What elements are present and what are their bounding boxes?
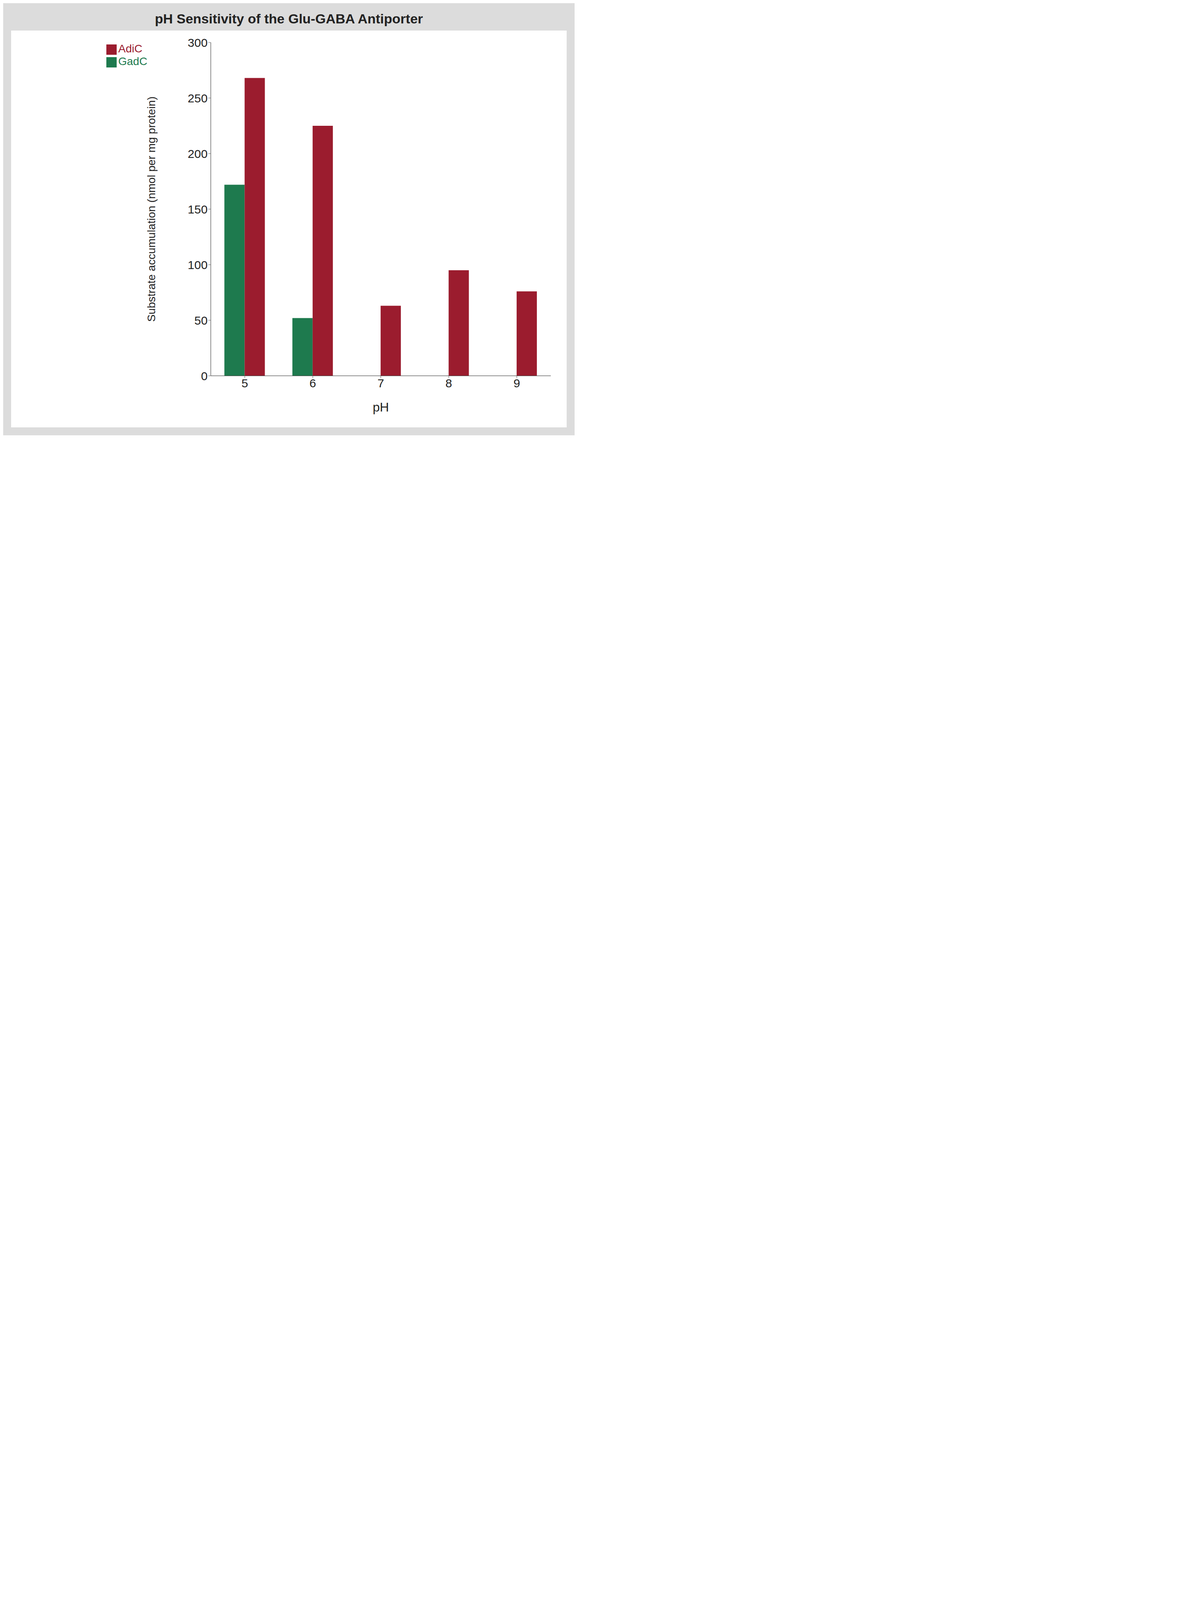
svg-text:0: 0	[200, 369, 208, 383]
svg-text:250: 250	[187, 91, 208, 105]
svg-text:50: 50	[194, 313, 208, 327]
html-text:GadC: GadC	[118, 55, 148, 68]
svg-text:5: 5	[241, 376, 249, 390]
svg-text:9: 9	[513, 376, 521, 390]
svg-text:7: 7	[377, 376, 385, 390]
svg-text:6: 6	[309, 376, 317, 390]
svg-text:150: 150	[187, 202, 208, 216]
svg-text:300: 300	[187, 36, 208, 50]
svg-text:100: 100	[187, 258, 208, 272]
svg-text:Substrate accumulation (nmol p: Substrate accumulation (nmol per mg prot…	[145, 96, 158, 322]
svg-text:8: 8	[445, 376, 453, 390]
svg-text:pH: pH	[372, 400, 389, 415]
html-text:pH Sensitivity of the Glu-GABA: pH Sensitivity of the Glu-GABA Antiporte…	[154, 11, 423, 27]
svg-text:200: 200	[187, 147, 208, 161]
html-text:AdiC: AdiC	[118, 42, 143, 55]
